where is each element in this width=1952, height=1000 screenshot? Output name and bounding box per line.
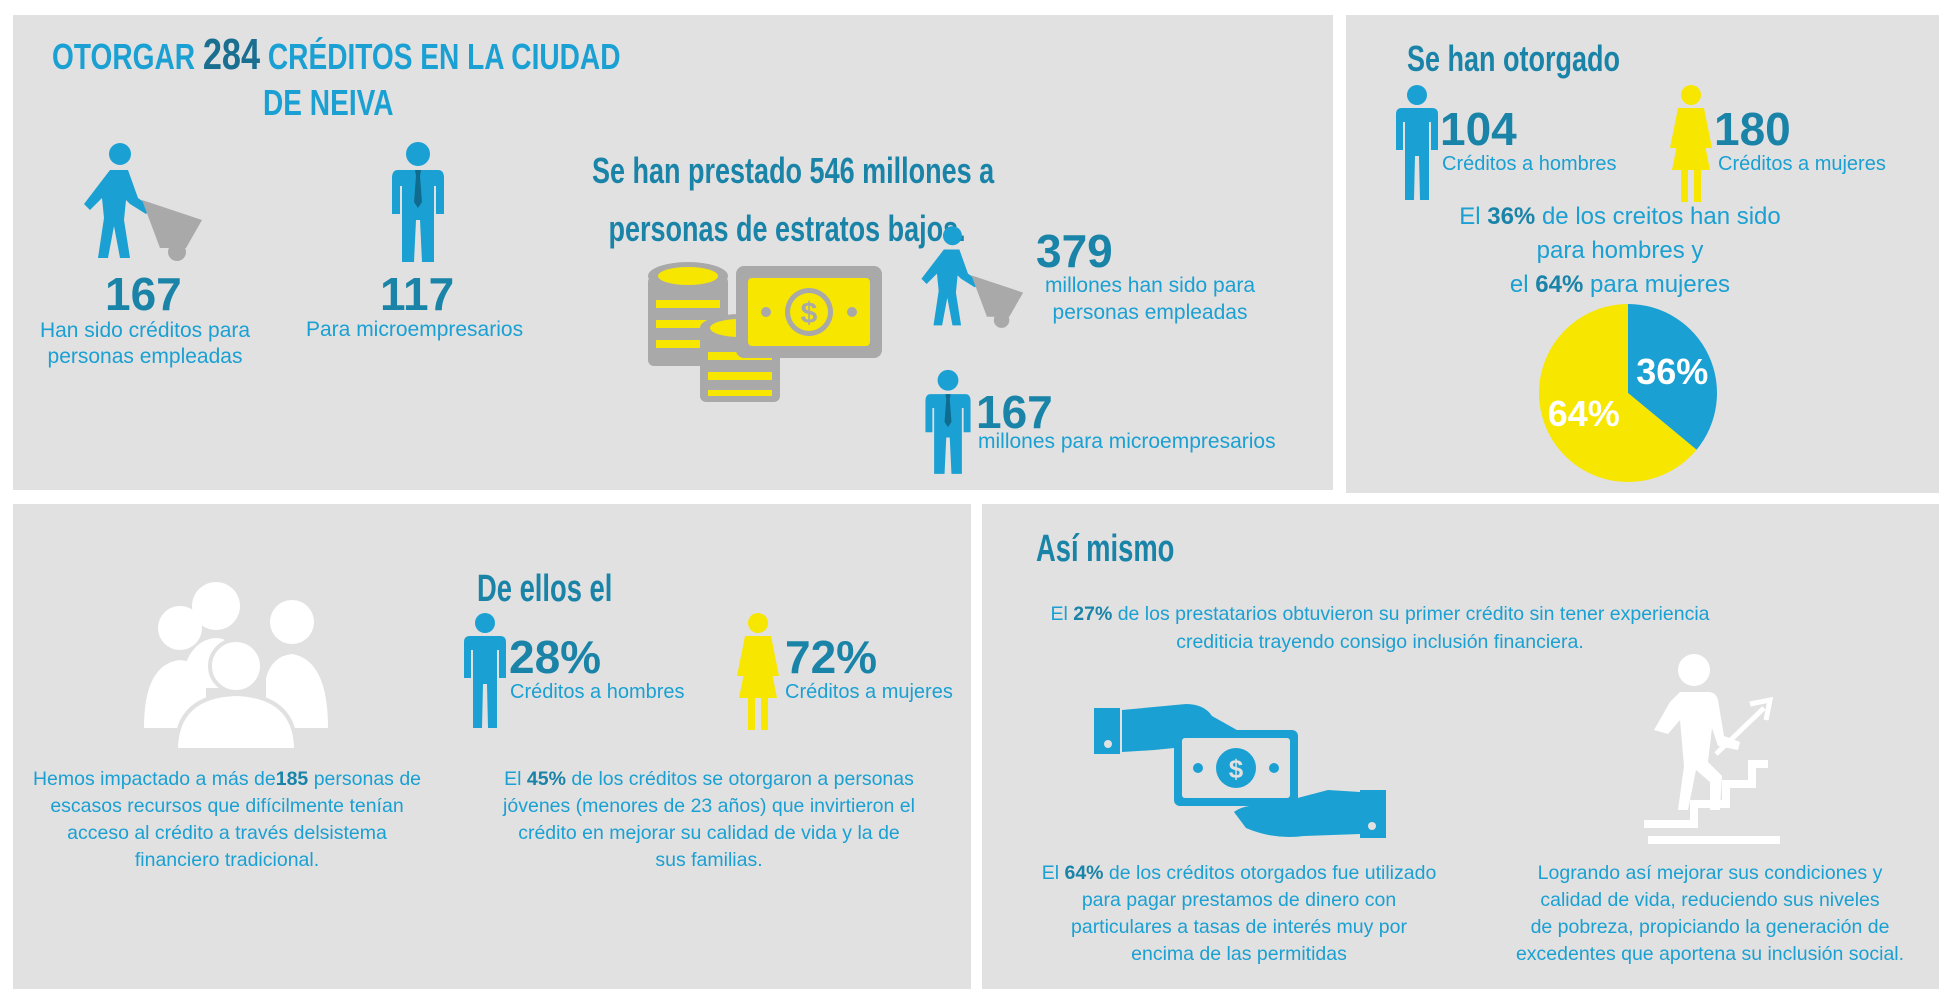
employed-amount-label-line-1: millones han sido para <box>1044 274 1256 297</box>
first-credit-text: El 27% de los prestatarios obtuvieron su… <box>1000 600 1760 656</box>
title-part-1: OTORGAR <box>52 36 196 77</box>
women-count: 180 <box>1714 103 1791 155</box>
woman-icon <box>737 613 779 730</box>
businessman-icon <box>392 142 444 262</box>
men-count: 104 <box>1440 103 1517 155</box>
employed-amount-label: millones han sido para personas empleada… <box>1030 272 1270 326</box>
gender-stat-line-3: el 64% para mujeres <box>1509 271 1731 298</box>
debt-line-2: para pagar prestamos de dinero con <box>1081 889 1397 911</box>
improve-line-4: excedentes que aportena su inclusión soc… <box>1515 943 1905 965</box>
panel-title-line-2: DE NEIVA <box>263 82 394 123</box>
improve-line-3: de pobreza, propiciando la generación de <box>1530 916 1890 938</box>
impact-line-4: financiero tradicional. <box>134 849 320 871</box>
impact-line-3: acceso al crédito a través delsistema <box>67 822 387 844</box>
pie-label-hombres: 36% <box>1636 351 1708 392</box>
stairs-climb-icon <box>1644 654 1780 844</box>
impact-line-1: Hemos impactado a más de185 personas de <box>32 768 422 790</box>
debt-text: El 64% de los créditos otorgados fue uti… <box>1008 860 1470 968</box>
women-pct-label: Créditos a mujeres <box>785 681 953 703</box>
group-icon <box>144 582 328 752</box>
micro-amount-label: millones para microempresarios <box>978 430 1276 453</box>
employed-label: Han sido créditos para personas empleada… <box>20 318 270 370</box>
pie-slice-hombres <box>1628 304 1717 450</box>
youth-line-1: El 45% de los créditos se otorgaron a pe… <box>504 768 914 790</box>
debt-line-3: particulares a tasas de interés muy por <box>1071 916 1407 938</box>
impact-text: Hemos impactado a más de185 personas de … <box>20 766 434 874</box>
man-icon <box>464 613 506 728</box>
hand-money-icon: $ <box>1094 704 1386 838</box>
woman-icon <box>1670 85 1712 202</box>
title-part-2: CRÉDITOS EN LA CIUDAD <box>267 36 621 77</box>
panel-impact <box>13 504 971 989</box>
micro-amount: 167 <box>976 386 1053 438</box>
worker-wheelbarrow-icon <box>921 226 1024 328</box>
youth-line-3: crédito en mejorar su calidad de vida y … <box>518 822 900 844</box>
men-label: Créditos a hombres <box>1442 153 1617 175</box>
svg-text:$: $ <box>801 297 818 330</box>
also-title: Así mismo <box>1036 528 1175 570</box>
panel-credits-neiva <box>13 15 1333 490</box>
women-pct: 72% <box>785 631 878 683</box>
pie-label-mujeres: 64% <box>1548 393 1620 434</box>
employed-label-line-2: personas empleadas <box>47 345 243 368</box>
employed-label-line-1: Han sido créditos para <box>39 319 251 342</box>
businessman-icon <box>925 369 971 474</box>
men-pct: 28% <box>509 631 602 683</box>
loaned-title: Se han prestado 546 millones a personas … <box>592 142 994 258</box>
gender-stat-line-2: para hombres y <box>1536 237 1704 264</box>
loaned-title-line-1: Se han prestado 546 millones a <box>592 150 995 191</box>
gender-stats: El 36% de los creitos han sido para homb… <box>1400 200 1840 302</box>
subset-title: De ellos el <box>477 568 613 610</box>
employed-amount: 379 <box>1036 225 1113 277</box>
debt-line-4: encima de las permitidas <box>1131 943 1347 965</box>
panel-title: OTORGAR 284 CRÉDITOS EN LA CIUDAD <box>52 30 620 80</box>
men-pct-label: Créditos a hombres <box>510 681 685 703</box>
debt-line-1: El 64% de los créditos otorgados fue uti… <box>1041 862 1437 884</box>
micro-count: 117 <box>380 268 455 320</box>
women-label: Créditos a mujeres <box>1718 153 1886 175</box>
employed-count: 167 <box>105 268 182 320</box>
improve-text: Logrando así mejorar sus condiciones y c… <box>1490 860 1930 968</box>
first-credit-line-1: El 27% de los prestatarios obtuvieron su… <box>1050 603 1710 625</box>
first-credit-line-2: crediticia trayendo consigo inclusión fi… <box>1176 631 1584 653</box>
youth-line-4: sus familias. <box>655 849 763 871</box>
pie-slice-mujeres <box>1539 304 1697 482</box>
svg-text:$: $ <box>1229 754 1244 784</box>
gender-pie-chart: 36% 64% <box>1539 304 1717 482</box>
youth-text: El 45% de los créditos se otorgaron a pe… <box>472 766 946 874</box>
micro-label: Para microempresarios <box>306 318 524 341</box>
man-icon <box>1396 85 1438 200</box>
loaned-title-line-2: personas de estratos bajos. <box>608 208 966 249</box>
title-number: 284 <box>202 30 261 79</box>
youth-line-2: jóvenes (menores de 23 años) que invirti… <box>503 795 915 817</box>
improve-line-1: Logrando así mejorar sus condiciones y <box>1537 862 1883 884</box>
employed-amount-label-line-2: personas empleadas <box>1052 301 1248 324</box>
worker-wheelbarrow-icon <box>84 143 202 261</box>
impact-line-2: escasos recursos que difícilmente tenían <box>50 795 404 817</box>
improve-line-2: calidad de vida, reduciendo sus niveles <box>1540 889 1880 911</box>
banknote-icon: $ <box>736 266 882 358</box>
gender-stat-line-1: El 36% de los creitos han sido <box>1459 203 1781 230</box>
gender-title: Se han otorgado <box>1407 38 1621 79</box>
